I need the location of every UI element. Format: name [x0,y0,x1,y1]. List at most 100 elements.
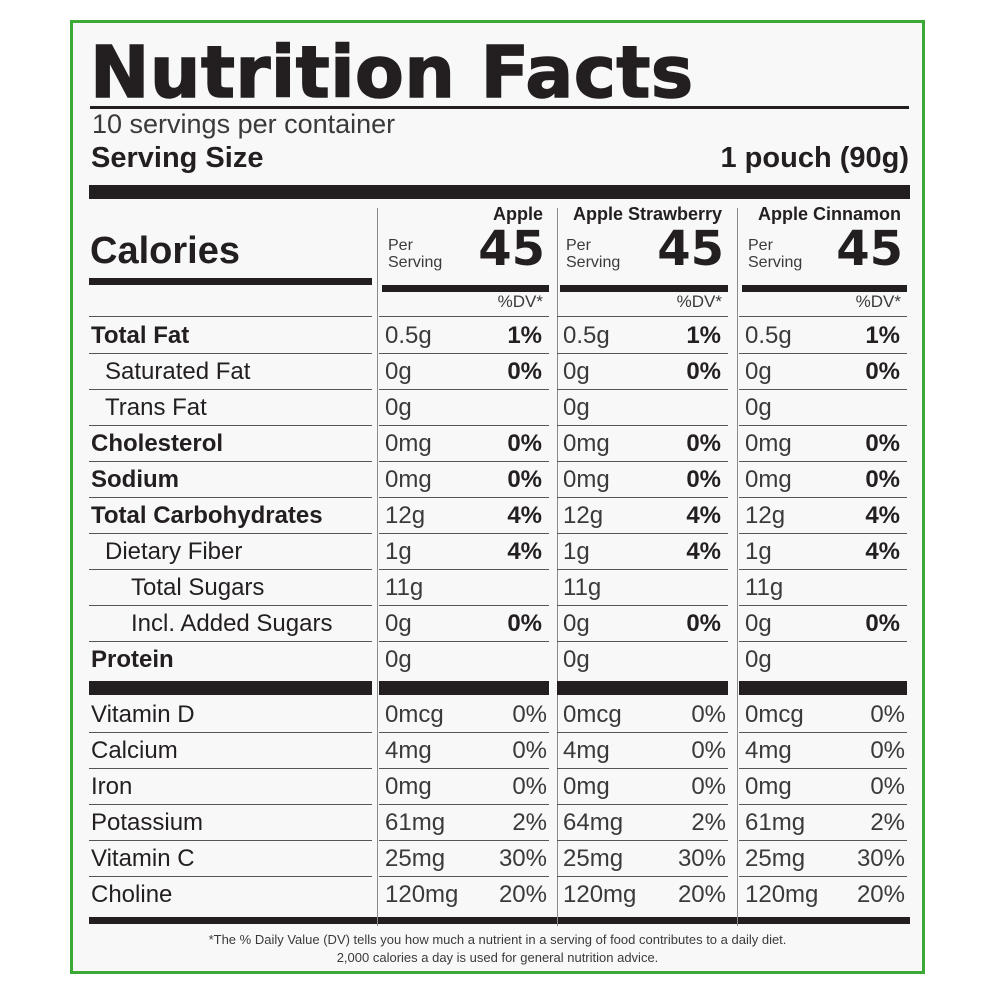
dv-label: %DV* [497,292,543,311]
nutrient-row-line-col-1 [379,425,549,426]
vitamin-dv: 0% [870,773,905,800]
vitamin-row-line-col-3 [739,804,907,805]
calories-label: Calories [90,230,240,272]
per-text: Per [566,237,591,254]
serving-text: Serving [566,254,621,271]
nutrient-row-line-col-1 [379,569,549,570]
vitamin-row-line-col-2 [557,768,728,769]
nutrient-row-line-col-1 [379,497,549,498]
nutrient-row-line-label [89,389,372,390]
nutrient-label: Incl. Added Sugars [131,610,333,637]
serving-text: Serving [748,254,803,271]
calories-value: 45 [657,221,724,277]
nutrient-dv: 0% [865,466,900,493]
nutrient-row-line-label [89,641,372,642]
vitamin-row-line-col-3 [739,732,907,733]
vitamin-label: Choline [91,881,173,908]
serving-size-value: 1 pouch (90g) [720,142,909,174]
vitamin-row-line-col-2 [557,876,728,877]
vitamin-amount: 120mg [563,881,637,908]
nutrient-dv: 0% [686,610,721,637]
nutrient-amount: 0mg [745,430,792,457]
vitamin-dv: 20% [856,881,905,908]
vitamin-amount: 0mcg [745,701,804,728]
nutrient-row-line-col-3 [739,425,907,426]
nutrient-amount: 0g [563,646,590,673]
nutrient-label: Cholesterol [91,430,224,457]
nutrient-amount: 1g [385,538,412,565]
nutrient-amount: 0mg [563,430,610,457]
vitamin-label: Potassium [91,809,204,836]
nutrient-amount: 12g [385,502,426,529]
nutrient-dv: 0% [507,358,542,385]
nutrient-dv: 0% [686,358,721,385]
nutrient-label: Total Fat [91,322,190,349]
nutrient-row-line-label [89,353,372,354]
nutrient-amount: 11g [563,574,602,601]
vitamin-band-label [89,681,372,695]
nutrient-row-line-col-2 [557,497,728,498]
nutrient-amount: 0g [745,358,772,385]
nutrient-row-line-col-2 [557,353,728,354]
nutrient-amount: 0g [385,358,412,385]
servings-per-container: 10 servings per container [92,109,396,139]
vitamin-amount: 4mg [385,737,432,764]
nutrient-row-line-col-3 [739,389,907,390]
nutrient-row-line-col-3 [739,461,907,462]
vitamin-amount: 25mg [563,845,624,872]
nutrient-amount: 12g [745,502,786,529]
vitamin-dv: 30% [498,845,547,872]
vitamin-amount: 120mg [385,881,459,908]
nutrient-row-line-col-3 [739,605,907,606]
nutrient-dv: 1% [686,322,721,349]
vitamin-band-col-2 [557,681,728,695]
column-calorie-rule [560,285,728,292]
dv-header-3: %DV* [742,288,907,318]
vitamin-label: Vitamin D [91,701,195,728]
vitamin-row-line-col-1 [379,732,549,733]
vitamin-row-line-col-1 [379,804,549,805]
vitamin-label: Vitamin C [91,845,195,872]
nutrient-dv: 4% [507,538,542,565]
nutrient-label: Saturated Fat [105,358,251,385]
vitamin-row-line-label [89,876,372,877]
nutrient-row-line-label [89,569,372,570]
dv-row-line-col-3 [739,316,907,317]
vitamin-amount: 4mg [745,737,792,764]
nutrient-amount: 0g [385,610,412,637]
vitamin-dv: 30% [856,845,905,872]
nutrient-row-line-col-2 [557,425,728,426]
vitamin-row-line-label [89,804,372,805]
nutrient-row-line-label [89,533,372,534]
column-divider-1 [377,208,378,926]
vitamin-dv: 0% [691,701,726,728]
nutrient-row-line-col-1 [379,353,549,354]
nutrient-dv: 1% [507,322,542,349]
nutrient-amount: 1g [563,538,590,565]
vitamin-band-col-3 [739,681,907,695]
nutrient-row-line-col-1 [379,605,549,606]
nutrient-row-line-label [89,461,372,462]
nutrient-label: Dietary Fiber [105,538,243,565]
nutrient-row-line-label [89,497,372,498]
nutrient-row-line-col-1 [379,641,549,642]
serving-text: Serving [388,254,443,271]
vitamin-row-line-col-2 [557,732,728,733]
nutrient-row-line-col-1 [379,533,549,534]
dv-row-line-col-2 [557,316,728,317]
vitamin-amount: 0mg [563,773,610,800]
nutrient-row-line-label [89,425,372,426]
nutrient-dv: 4% [865,538,900,565]
vitamin-dv: 30% [677,845,726,872]
dv-header-2: %DV* [560,288,728,318]
nutrient-dv: 4% [686,502,721,529]
nutrient-amount: 0g [563,358,590,385]
nutrient-dv: 0% [865,430,900,457]
nutrient-label: Total Carbohydrates [91,502,323,529]
vitamin-amount: 120mg [745,881,819,908]
vitamin-row-line-label [89,732,372,733]
dv-label: %DV* [676,292,722,311]
nutrient-amount: 0g [745,394,772,421]
vitamin-amount: 61mg [385,809,446,836]
vitamin-dv: 2% [870,809,905,836]
